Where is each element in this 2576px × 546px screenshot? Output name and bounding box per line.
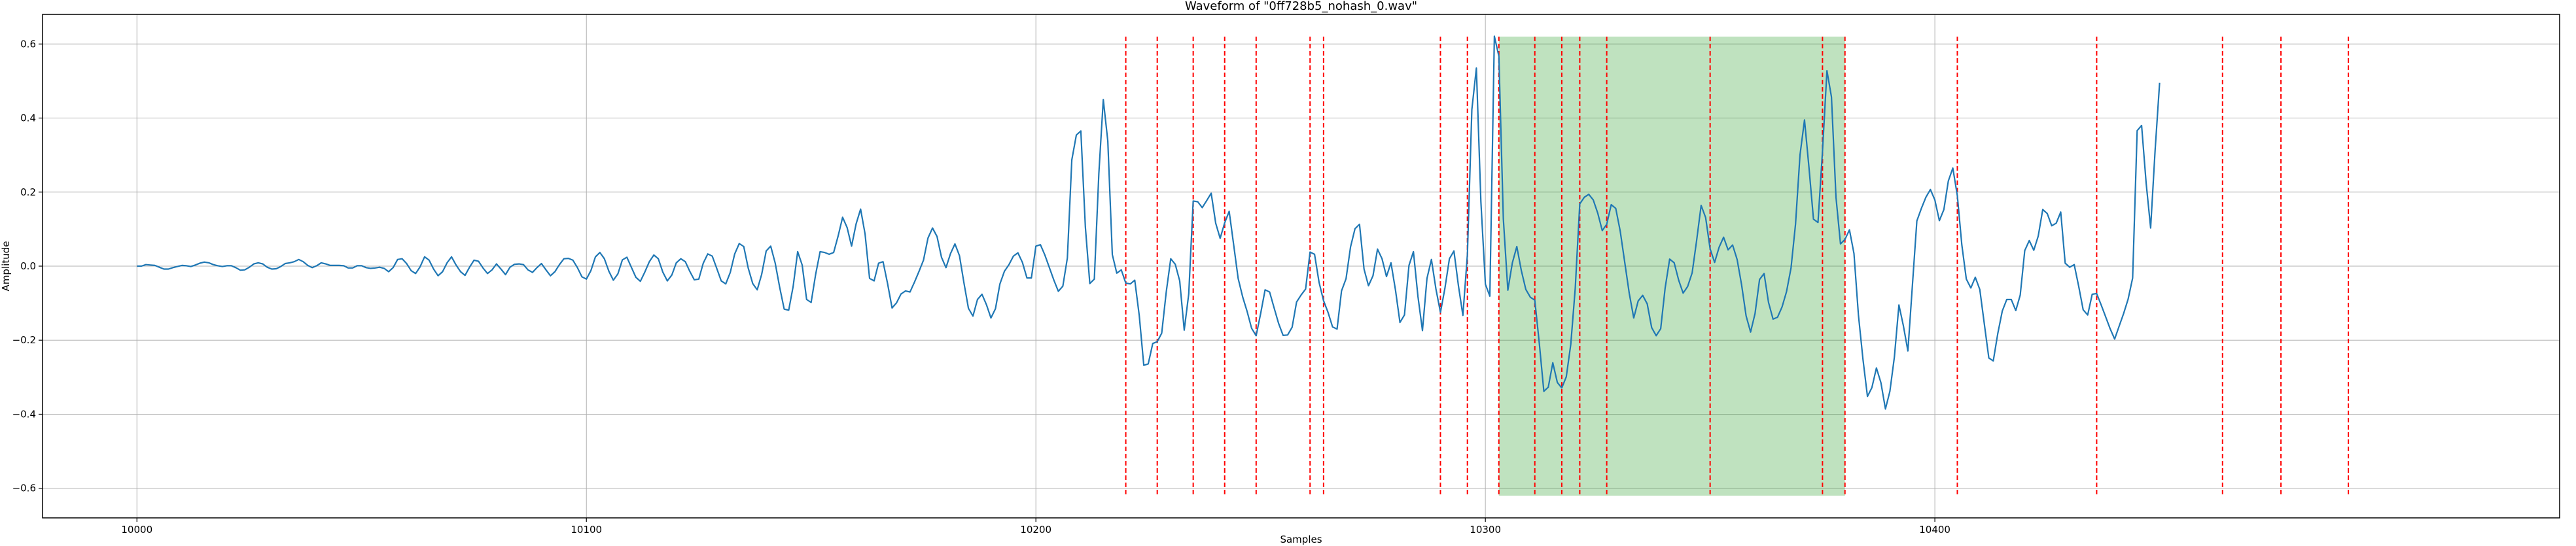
chart-title: Waveform of "0ff728b5_nohash_0.wav" — [1185, 0, 1417, 13]
x-tick-label: 10200 — [1020, 524, 1051, 536]
y-tick-label: −0.6 — [12, 483, 36, 494]
waveform-line — [137, 35, 2161, 410]
x-tick-label: 10100 — [571, 524, 602, 536]
x-tick-label: 10000 — [121, 524, 152, 536]
x-tick-label: 10400 — [1919, 524, 1950, 536]
x-axis-title: Samples — [1280, 534, 1322, 545]
y-tick-label: 0.0 — [20, 260, 36, 272]
y-tick-label: 0.2 — [20, 186, 36, 198]
y-tick-label: −0.4 — [12, 408, 36, 420]
y-tick-label: 0.4 — [20, 112, 36, 124]
vertical-markers — [1125, 36, 2350, 496]
y-tick-label: −0.2 — [12, 334, 36, 346]
y-tick-label: 0.6 — [20, 38, 36, 50]
axis-ticks: 10000 10100 10200 10300 10400 −0.6 −0.4 −0.2 0.0… — [12, 38, 1950, 536]
x-tick-label: 10300 — [1470, 524, 1501, 536]
grid-lines — [43, 14, 2560, 518]
highlight-region — [1498, 36, 1845, 496]
y-axis-title: Amplitude — [0, 241, 12, 292]
